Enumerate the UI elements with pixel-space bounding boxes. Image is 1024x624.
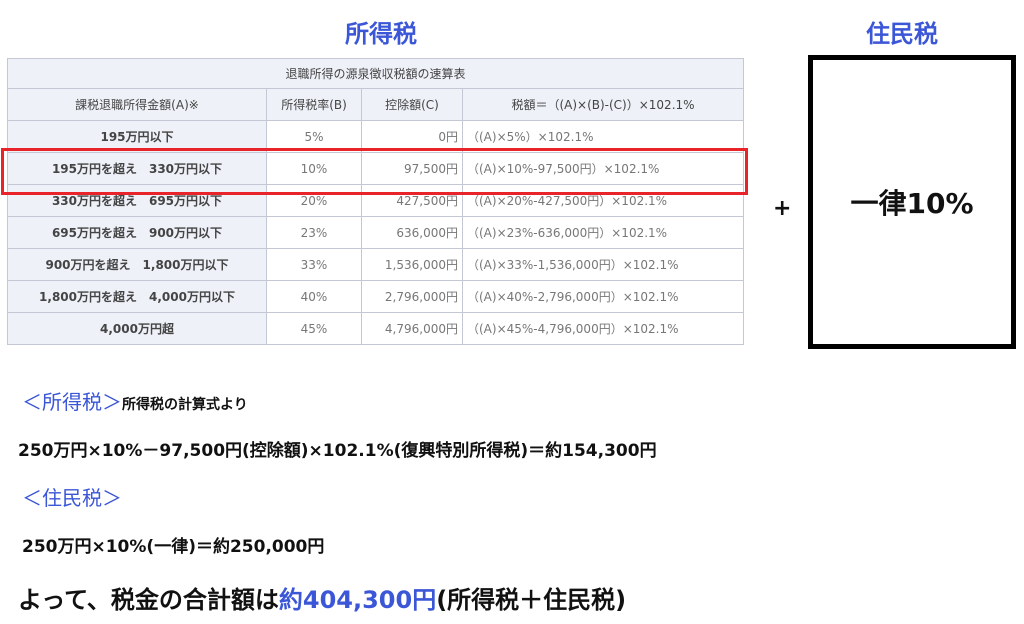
table-cell: 0円 — [361, 120, 463, 153]
table-cell: （(A)×10%-97,500円）×102.1% — [462, 152, 744, 185]
resident-calc: 250万円×10%(一律)＝約250,000円 — [22, 537, 325, 557]
table-cell: 330万円を超え 695万円以下 — [7, 184, 267, 217]
income-calc: 250万円×10%－97,500円(控除額)×102.1%(復興特別所得税)＝約… — [18, 441, 657, 461]
table-cell: 10% — [266, 152, 362, 185]
table-cell: 23% — [266, 216, 362, 249]
table-cell: 33% — [266, 248, 362, 281]
header-cell: 控除額(C) — [361, 88, 463, 121]
table-cell: 900万円を超え 1,800万円以下 — [7, 248, 267, 281]
table-cell: 4,796,000円 — [361, 312, 463, 345]
table-cell: 1,800万円を超え 4,000万円以下 — [7, 280, 267, 313]
table-title: 退職所得の源泉徴収税額の速算表 — [7, 58, 744, 89]
header-cell: 課税退職所得金額(A)※ — [7, 88, 267, 121]
total-suffix: (所得税＋住民税) — [436, 586, 627, 614]
table-cell: 636,000円 — [361, 216, 463, 249]
table-cell: （(A)×23%-636,000円）×102.1% — [462, 216, 744, 249]
income-heading: ＜所得税＞ — [22, 390, 122, 414]
income-tax-label: 所得税 — [345, 20, 417, 48]
table-cell: 695万円を超え 900万円以下 — [7, 216, 267, 249]
header-cell: 税額＝（(A)×(B)-(C)）×102.1% — [462, 88, 744, 121]
table-cell: 195万円以下 — [7, 120, 267, 153]
table-row: 695万円を超え 900万円以下 23% 636,000円 （(A)×23%-636,… — [7, 216, 744, 249]
plus-sign: + — [773, 196, 792, 221]
resident-tax-label: 住民税 — [866, 20, 938, 48]
table-cell: （(A)×33%-1,536,000円）×102.1% — [462, 248, 744, 281]
table-cell: 5% — [266, 120, 362, 153]
table-cell: 4,000万円超 — [7, 312, 267, 345]
table-cell: 427,500円 — [361, 184, 463, 217]
table-row: 900万円を超え 1,800万円以下 33% 1,536,000円 （(A)×33%-… — [7, 248, 744, 281]
table-cell: （(A)×20%-427,500円）×102.1% — [462, 184, 744, 217]
table-cell: 40% — [266, 280, 362, 313]
table-cell: （(A)×45%-4,796,000円）×102.1% — [462, 312, 744, 345]
highlight-box — [1, 148, 748, 195]
table-row: 1,800万円を超え 4,000万円以下 40% 2,796,000円 （(A)×40… — [7, 280, 744, 313]
table-cell: （(A)×40%-2,796,000円）×102.1% — [462, 280, 744, 313]
table-row: 195万円以下 5% 0円 （(A)×5%）×102.1% — [7, 120, 744, 153]
income-note: 所得税の計算式より — [122, 397, 248, 413]
resident-heading: ＜住民税＞ — [22, 486, 122, 510]
table-cell: 1,536,000円 — [361, 248, 463, 281]
tax-table: 退職所得の源泉徴収税額の速算表 課税退職所得金額(A)※ 所得税率(B) 控除額… — [7, 58, 744, 345]
table-row: 195万円を超え 330万円以下 10% 97,500円 （(A)×10%-97,50… — [7, 152, 744, 185]
table-cell: 97,500円 — [361, 152, 463, 185]
header-cell: 所得税率(B) — [266, 88, 362, 121]
total-prefix: よって、税金の合計額は — [18, 586, 279, 614]
table-cell: 45% — [266, 312, 362, 345]
total-amount: 約404,300円 — [278, 586, 437, 614]
table-row: 4,000万円超 45% 4,796,000円 （(A)×45%-4,796,000円… — [7, 312, 744, 345]
table-cell: 2,796,000円 — [361, 280, 463, 313]
table-row: 330万円を超え 695万円以下 20% 427,500円 （(A)×20%-427,… — [7, 184, 744, 217]
resident-tax-box: 一律10% — [808, 55, 1016, 349]
table-cell: 195万円を超え 330万円以下 — [7, 152, 267, 185]
table-cell: 20% — [266, 184, 362, 217]
